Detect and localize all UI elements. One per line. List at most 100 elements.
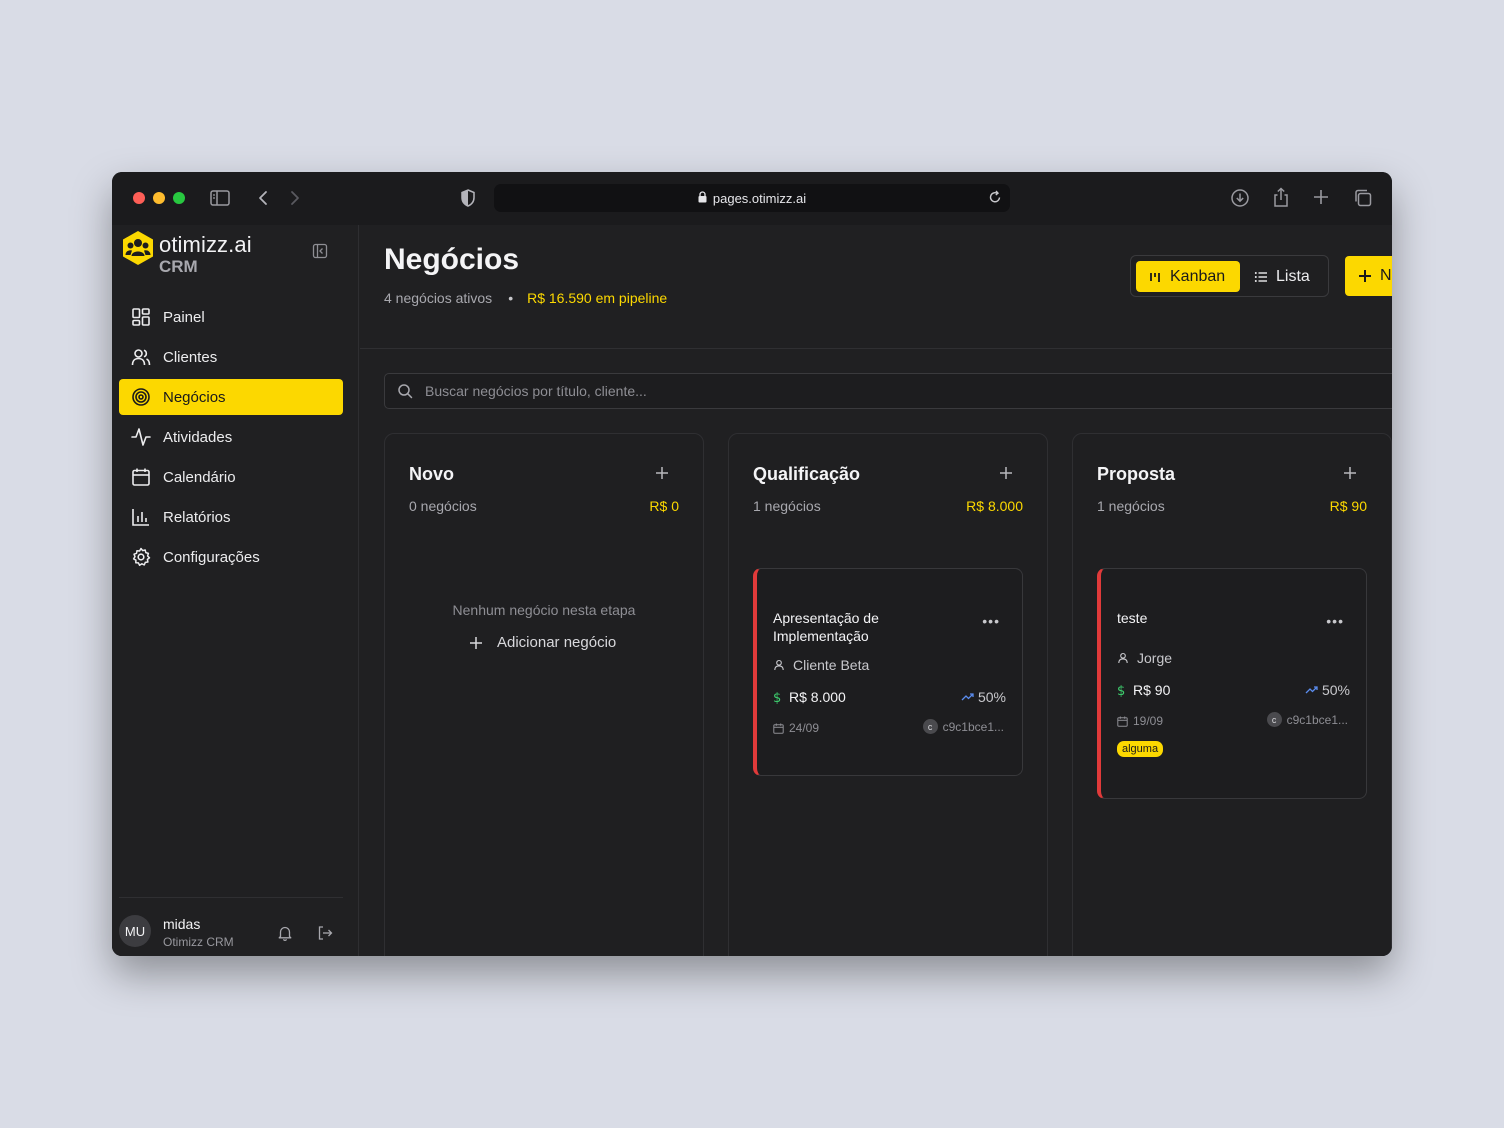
more-options-icon[interactable]: •••	[982, 613, 1000, 629]
share-icon[interactable]	[1272, 187, 1290, 213]
shield-icon[interactable]	[460, 189, 476, 212]
deal-date: 24/09	[773, 721, 819, 735]
kanban-column-proposta: Proposta 1 negócios R$ 90 teste ••• Jorg…	[1072, 433, 1392, 956]
sidebar-item-relatorios[interactable]: Relatórios	[119, 499, 343, 535]
sidebar-item-clientes[interactable]: Clientes	[119, 339, 343, 375]
sidebar-item-label: Calendário	[163, 468, 236, 486]
kanban-label: Kanban	[1170, 267, 1226, 285]
empty-column-message: Nenhum negócio nesta etapa	[452, 602, 636, 618]
bar-chart-icon	[132, 509, 149, 526]
kanban-icon	[1150, 272, 1160, 282]
deal-title: teste	[1117, 610, 1148, 626]
user-icon	[1118, 652, 1128, 664]
dollar-icon: $	[773, 691, 781, 704]
new-deal-label: N	[1380, 267, 1392, 284]
browser-toolbar: pages.otimizz.ai	[112, 172, 1392, 225]
more-options-icon[interactable]: •••	[1326, 613, 1344, 629]
column-count: 1 negócios	[753, 498, 821, 514]
column-count: 1 negócios	[1097, 498, 1165, 514]
list-icon	[1254, 271, 1267, 282]
avatar[interactable]: MU	[119, 915, 151, 947]
sidebar-toggle-icon[interactable]	[210, 189, 230, 212]
download-icon[interactable]	[1230, 188, 1250, 213]
deal-value: $ R$ 8.000	[773, 689, 846, 705]
list-view-button[interactable]: Lista	[1246, 261, 1326, 292]
plus-icon[interactable]	[1343, 466, 1357, 485]
logo-icon	[120, 230, 156, 266]
url-text: pages.otimizz.ai	[712, 190, 807, 206]
column-title: Novo	[409, 464, 454, 484]
deal-value-amount: R$ 90	[1133, 682, 1171, 698]
sidebar-item-label: Configurações	[163, 548, 260, 566]
plus-icon[interactable]	[999, 466, 1013, 485]
active-deals-count: 4 negócios ativos	[384, 290, 493, 306]
column-total: R$ 8.000	[966, 498, 1023, 514]
tabs-overview-icon[interactable]	[1353, 188, 1373, 213]
search-icon	[398, 384, 413, 399]
deal-client-name: Cliente Beta	[793, 657, 870, 673]
sidebar-item-label: Painel	[163, 308, 205, 326]
add-deal-button[interactable]: Adicionar negócio	[469, 634, 616, 651]
column-count: 0 negócios	[409, 498, 477, 514]
main-content: Negócios 4 negócios ativos • R$ 16.590 e…	[360, 225, 1392, 956]
sidebar-item-configuracoes[interactable]: Configurações	[119, 539, 343, 575]
plus-icon[interactable]	[655, 466, 669, 485]
sidebar-item-negocios[interactable]: Negócios	[119, 379, 343, 415]
plus-icon	[470, 636, 482, 649]
deal-date-value: 19/09	[1133, 714, 1164, 728]
deal-probability-value: 50%	[1321, 682, 1350, 698]
new-tab-icon[interactable]	[1313, 189, 1329, 210]
browser-window: pages.otimizz.ai otimizz.ai CRM	[112, 172, 1392, 956]
svg-text:$: $	[773, 691, 781, 704]
deal-tag: alguma	[1117, 741, 1164, 757]
back-icon[interactable]	[257, 189, 269, 212]
deal-date: 19/09	[1117, 714, 1163, 728]
pipeline-total: R$ 16.590 em pipeline	[527, 290, 668, 306]
view-toggle: Kanban Lista	[1130, 255, 1329, 297]
sidebar-item-label: Clientes	[163, 348, 218, 366]
user-org: Otimizz CRM	[163, 935, 234, 949]
sidebar-item-atividades[interactable]: Atividades	[119, 419, 343, 455]
search-input[interactable]	[425, 383, 1325, 399]
logout-icon[interactable]	[317, 925, 333, 946]
owner-id: c9c1bce1...	[1286, 712, 1348, 727]
deal-client: Jorge	[1117, 650, 1172, 666]
forward-icon[interactable]	[289, 189, 301, 212]
gear-icon	[132, 547, 151, 567]
user-name: midas	[163, 916, 201, 932]
list-label: Lista	[1276, 267, 1310, 285]
users-icon	[131, 349, 151, 366]
new-deal-button[interactable]: N	[1345, 256, 1392, 296]
sidebar-nav: Painel Clientes Negócios Atividades Cale…	[119, 299, 343, 579]
sidebar-item-label: Negócios	[163, 388, 226, 406]
owner-id: c9c1bce1...	[942, 719, 1004, 734]
sidebar: otimizz.ai CRM Painel Clientes Negócios	[112, 225, 359, 956]
target-icon	[132, 388, 150, 406]
reload-icon[interactable]	[988, 189, 1002, 208]
lock-icon	[698, 190, 707, 206]
close-window-button[interactable]	[133, 192, 145, 204]
sidebar-item-calendario[interactable]: Calendário	[119, 459, 343, 495]
dollar-icon: $	[1117, 684, 1125, 697]
deal-client-name: Jorge	[1137, 650, 1173, 666]
deal-card[interactable]: Apresentação de Implementação ••• Client…	[753, 568, 1023, 776]
maximize-window-button[interactable]	[173, 192, 185, 204]
kanban-column-novo: Novo 0 negócios R$ 0 Nenhum negócio nest…	[384, 433, 704, 956]
kanban-view-button[interactable]: Kanban	[1136, 261, 1240, 292]
separator-dot: •	[508, 290, 514, 306]
column-total: R$ 0	[649, 498, 679, 514]
calendar-icon	[773, 723, 784, 734]
bell-icon[interactable]	[277, 925, 293, 946]
deal-owner: c c9c1bce1...	[1266, 712, 1348, 727]
deal-card[interactable]: teste ••• Jorge $ R$ 90 50%	[1097, 568, 1367, 799]
owner-avatar: c	[922, 719, 938, 734]
calendar-icon	[1117, 716, 1128, 727]
add-deal-label: Adicionar negócio	[497, 634, 617, 651]
collapse-sidebar-icon[interactable]	[312, 243, 328, 264]
page-title: Negócios	[384, 243, 520, 276]
address-bar[interactable]: pages.otimizz.ai	[494, 184, 1010, 212]
page-subtitle: 4 negócios ativos • R$ 16.590 em pipelin…	[384, 290, 667, 306]
deal-value: $ R$ 90	[1117, 682, 1170, 698]
minimize-window-button[interactable]	[153, 192, 165, 204]
sidebar-item-painel[interactable]: Painel	[119, 299, 343, 335]
